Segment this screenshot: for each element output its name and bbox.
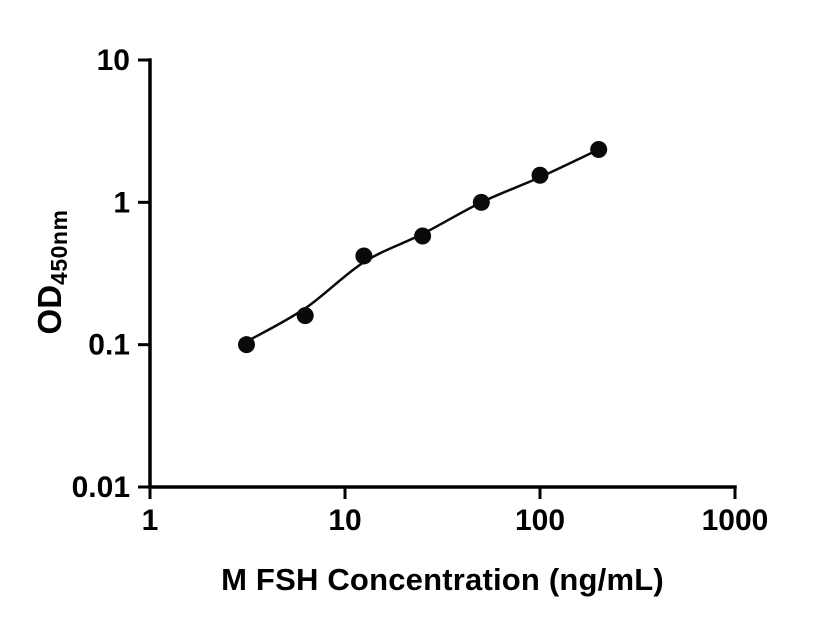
data-point-marker [531,166,549,184]
y-axis-title: OD450nm [31,210,73,335]
data-point-marker [296,307,314,325]
x-axis-tick-label: 1000 [702,504,769,537]
data-point-marker [237,336,255,354]
data-point-marker [590,141,608,159]
x-axis-tick-label: 10 [328,504,361,537]
data-point-marker [414,227,432,245]
y-axis-tick-label: 1 [113,186,130,219]
x-axis-tick-label: 100 [515,504,565,537]
x-axis-tick-label: 1 [142,504,159,537]
data-point-marker [472,193,490,211]
y-axis-tick-label: 10 [97,44,130,77]
y-axis-title-main: OD [31,284,68,335]
y-axis-title-subscript: 450nm [46,209,72,285]
axis-spines [148,58,737,489]
y-axis-tick-label: 0.01 [72,471,130,504]
x-axis-title: M FSH Concentration (ng/mL) [221,562,664,597]
data-point-marker [355,247,373,265]
y-axis-tick-label: 0.1 [88,329,130,362]
